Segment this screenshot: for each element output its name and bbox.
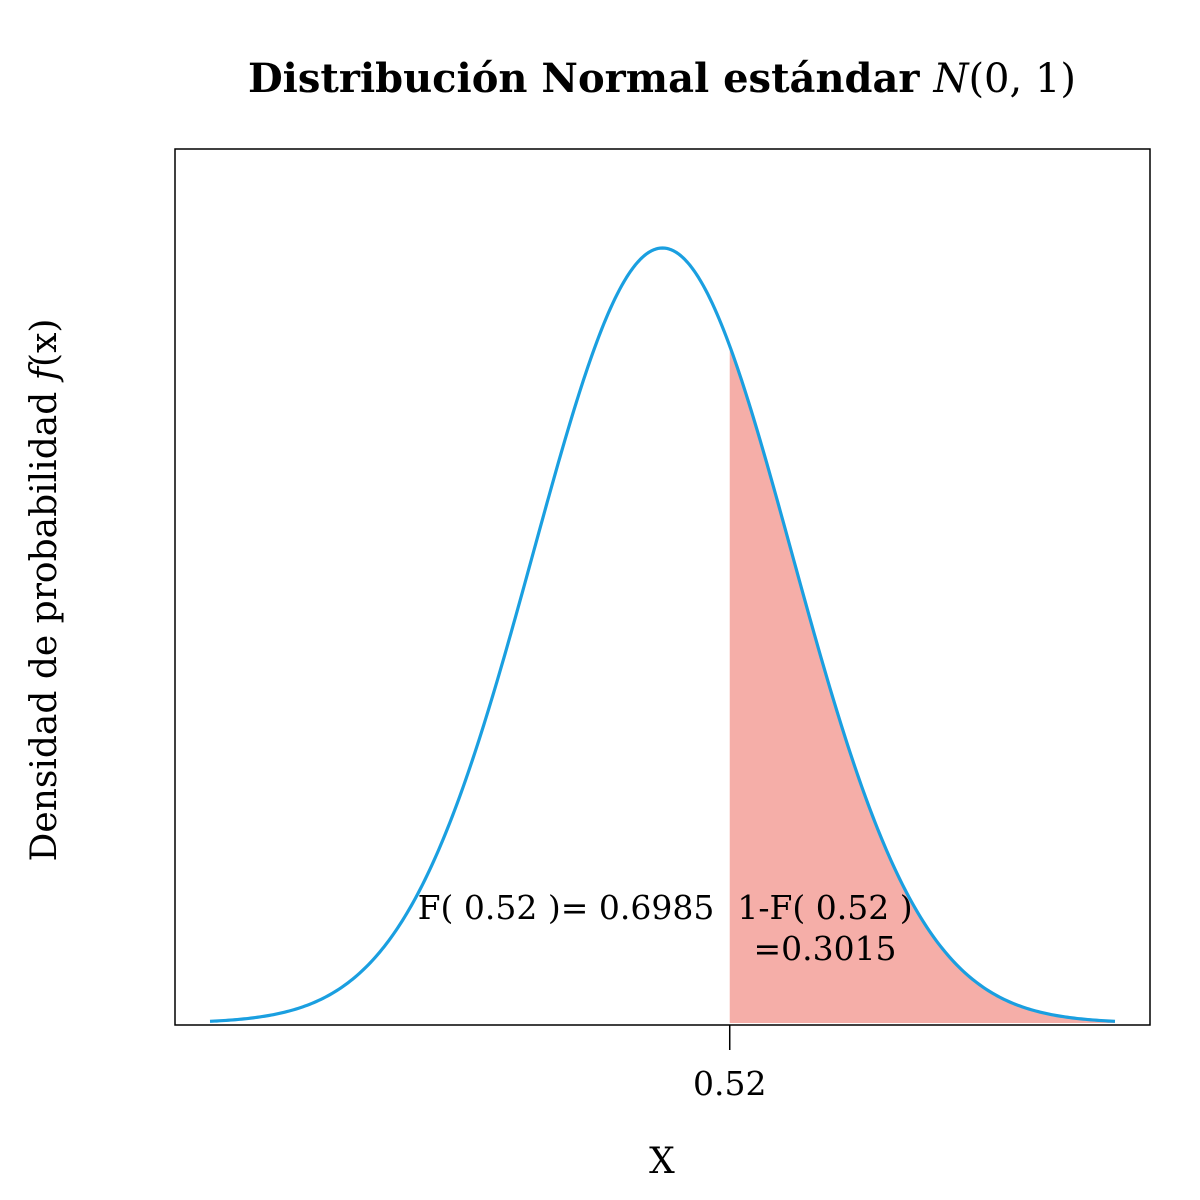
x-tick-label: 0.52	[693, 1064, 766, 1103]
chart-title-math-symbol: N	[932, 56, 970, 102]
annotation-upper-tail-line2: =0.3015	[753, 929, 896, 968]
chart-title-math-args: (0, 1)	[968, 56, 1076, 102]
density-curve	[209, 246, 1116, 1023]
chart-title-text: Distribución Normal estándar	[248, 55, 920, 102]
annotation-upper-tail-line1: 1-F( 0.52 )	[737, 888, 912, 927]
x-axis-ticks: 0.52	[693, 1025, 766, 1103]
y-axis-label-text: Densidad de probabilidad	[24, 392, 65, 862]
annotation-cdf: F( 0.52 )= 0.6985	[418, 888, 715, 927]
x-axis-label: X	[649, 1141, 675, 1182]
y-axis-label-math-args: (x)	[24, 319, 65, 367]
shaded-area-upper-tail	[729, 346, 1115, 1023]
plot-frame	[174, 148, 1151, 1026]
y-axis-label: Densidad de probabilidad f(x)	[24, 319, 65, 862]
chart-title: Distribución Normal estándar N(0, 1)	[248, 55, 1076, 102]
